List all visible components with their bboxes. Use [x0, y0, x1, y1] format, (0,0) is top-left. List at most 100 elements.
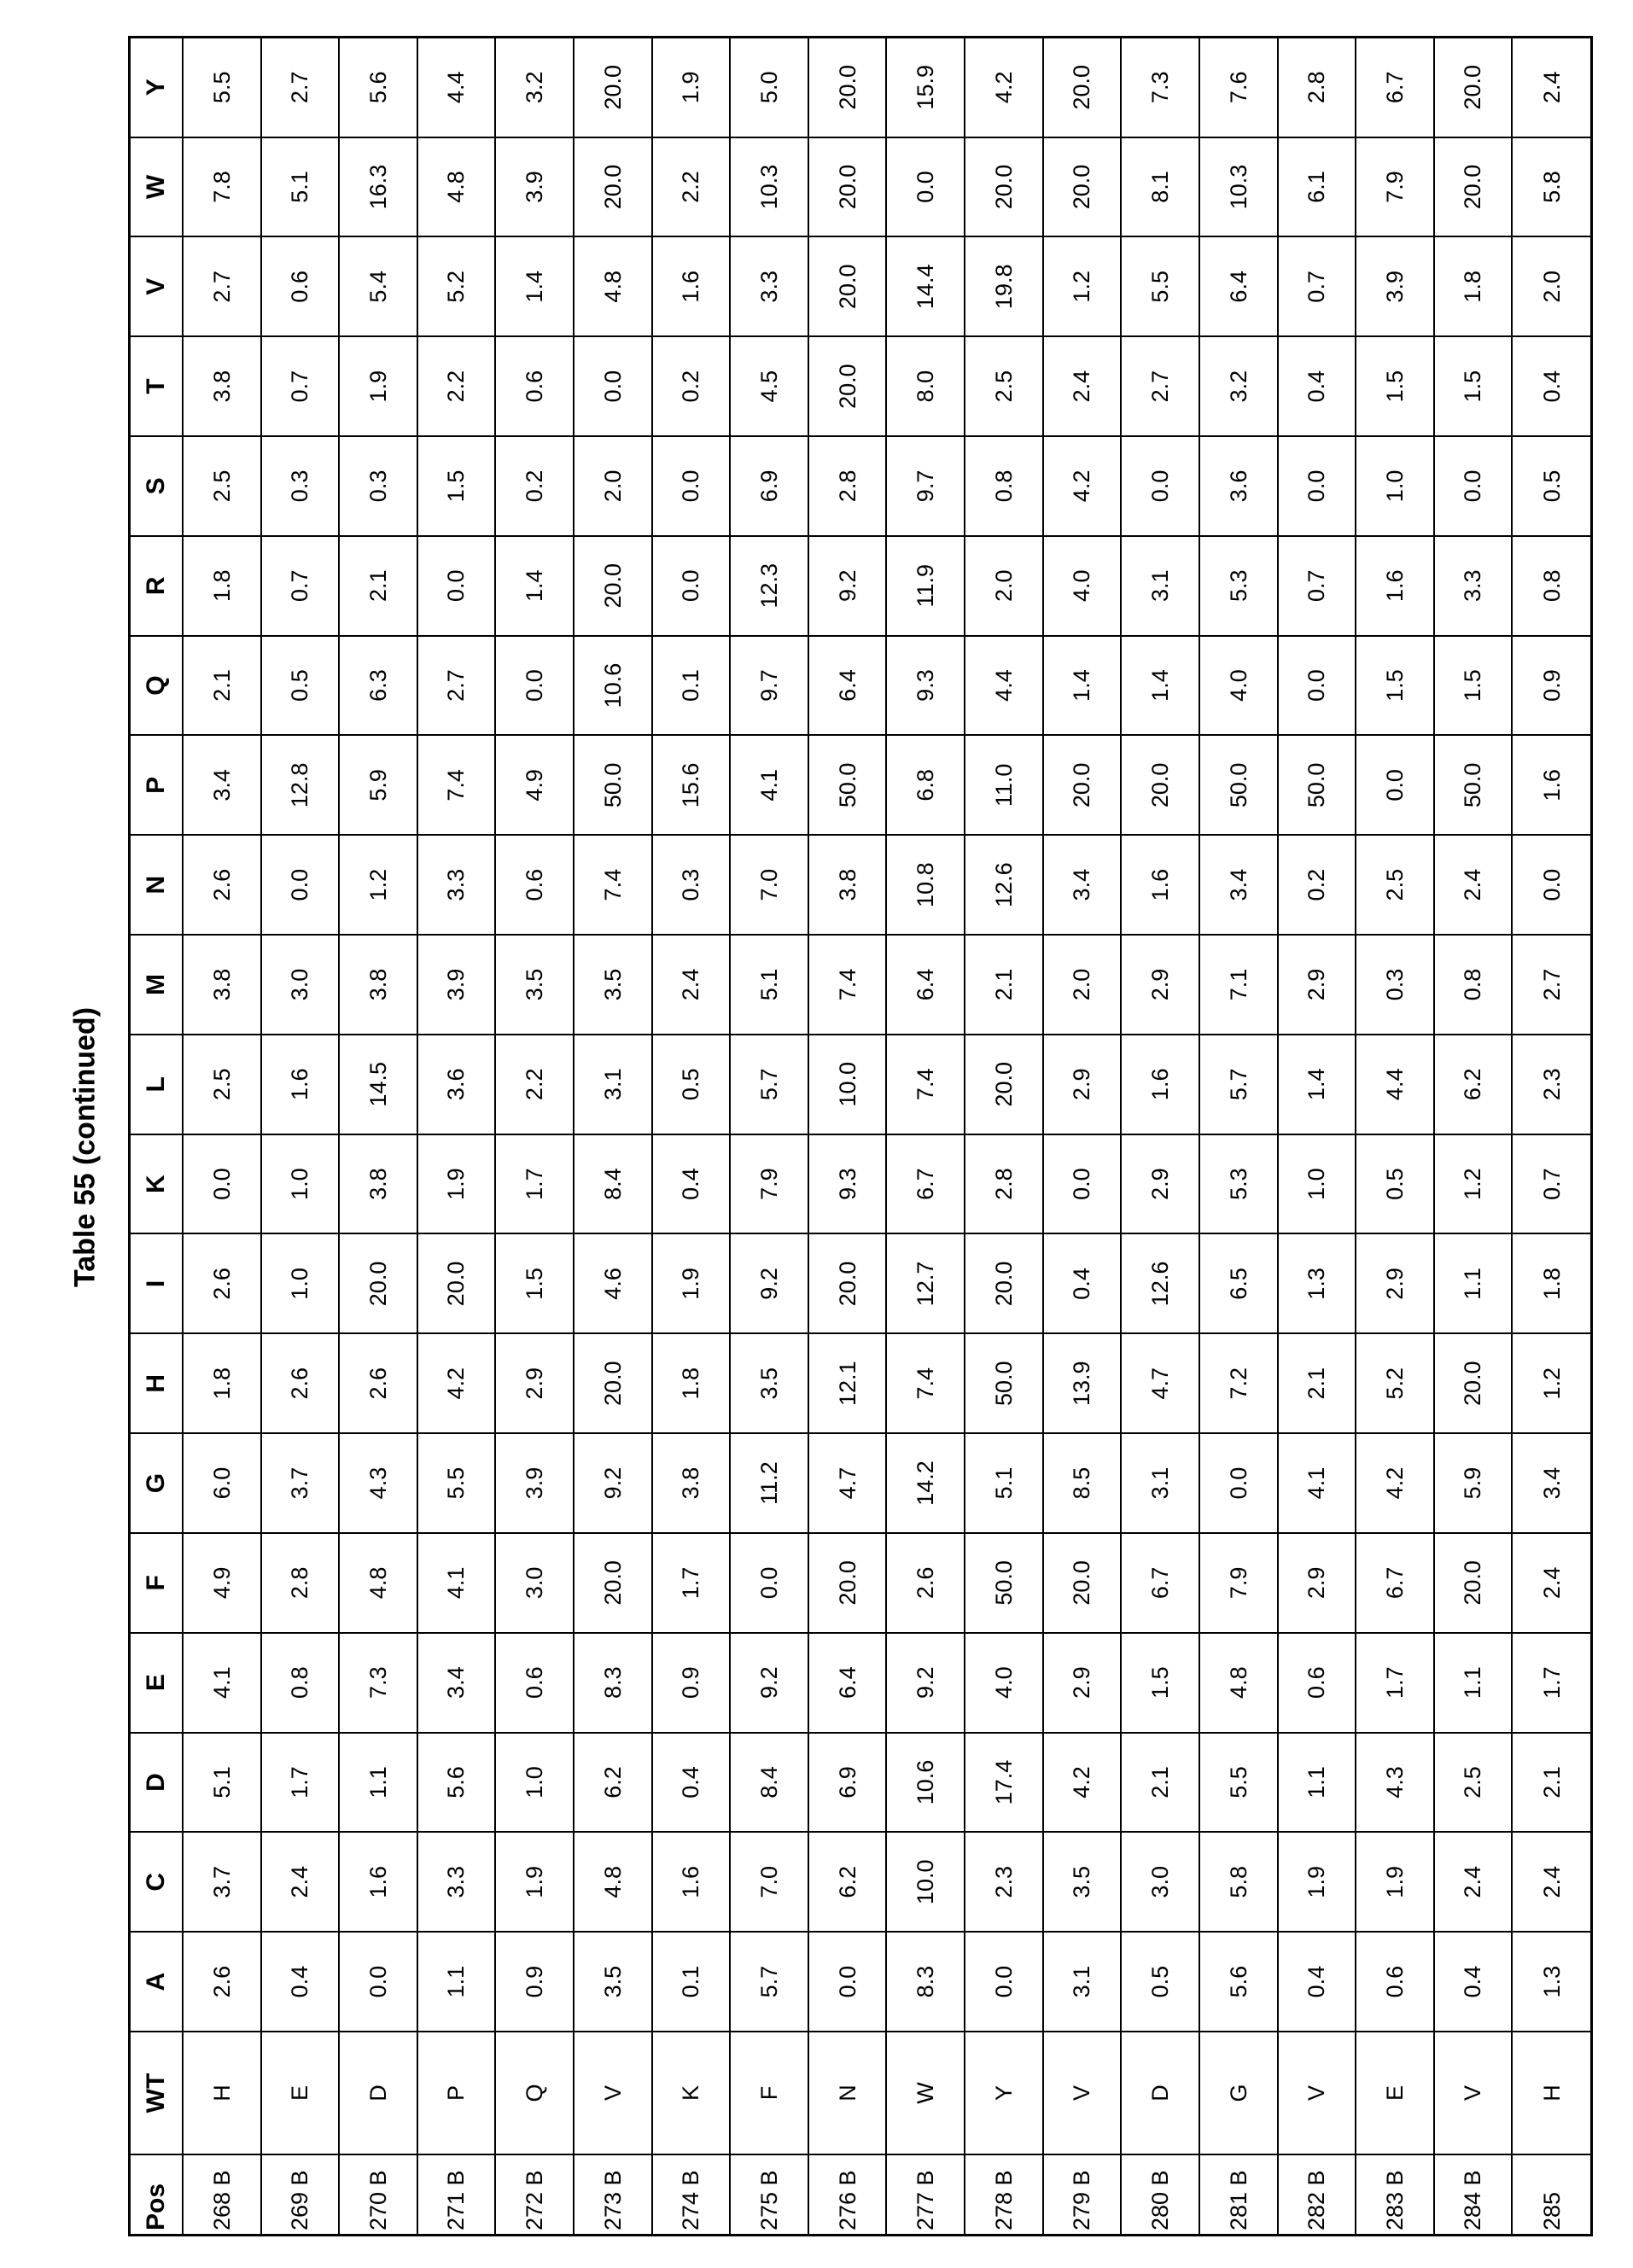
value-cell: 9.2: [808, 536, 887, 636]
value-cell: 2.5: [183, 1035, 261, 1134]
value-cell: 20.0: [808, 1234, 887, 1334]
value-cell: 1.6: [261, 1035, 340, 1134]
value-cell: 19.8: [965, 236, 1043, 336]
value-cell: 3.0: [495, 1533, 574, 1633]
value-cell: 0.5: [652, 1035, 731, 1134]
value-cell: 0.0: [261, 835, 340, 935]
value-cell: 0.4: [652, 1134, 731, 1234]
value-cell: 2.8: [261, 1533, 340, 1633]
value-cell: 7.4: [808, 935, 887, 1035]
value-cell: 0.5: [1356, 1134, 1434, 1234]
value-cell: 0.9: [652, 1633, 731, 1733]
value-cell: 0.6: [261, 236, 340, 336]
value-cell: 5.1: [730, 935, 808, 1035]
value-cell: 4.5: [730, 336, 808, 436]
value-cell: 1.0: [495, 1733, 574, 1833]
wild-type-cell: D: [1121, 2032, 1199, 2154]
value-cell: 5.3: [1199, 536, 1278, 636]
column-header: C: [130, 1832, 184, 1932]
value-cell: 6.8: [886, 735, 965, 835]
table-row: 280 BD0.53.02.11.56.73.14.712.62.91.62.9…: [1121, 38, 1199, 2236]
value-cell: 0.4: [1043, 1234, 1122, 1334]
value-cell: 5.3: [1199, 1134, 1278, 1234]
value-cell: 0.3: [652, 835, 731, 935]
value-cell: 4.2: [1043, 1733, 1122, 1833]
value-cell: 7.0: [730, 1832, 808, 1932]
value-cell: 0.0: [1278, 636, 1356, 736]
value-cell: 13.9: [1043, 1333, 1122, 1433]
value-cell: 2.2: [495, 1035, 574, 1134]
value-cell: 4.8: [1199, 1633, 1278, 1733]
value-cell: 1.4: [1121, 636, 1199, 736]
value-cell: 6.7: [1121, 1533, 1199, 1633]
value-cell: 0.4: [652, 1733, 731, 1833]
value-cell: 3.9: [495, 1433, 574, 1533]
value-cell: 20.0: [1434, 1533, 1513, 1633]
table-row: 278 BY0.02.317.44.050.05.150.020.02.820.…: [965, 38, 1043, 2236]
value-cell: 7.9: [1356, 137, 1434, 237]
value-cell: 0.0: [808, 1932, 887, 2032]
value-cell: 0.0: [1121, 436, 1199, 536]
value-cell: 4.3: [1356, 1733, 1434, 1833]
value-cell: 4.1: [730, 735, 808, 835]
value-cell: 1.6: [652, 1832, 731, 1932]
wild-type-cell: F: [730, 2032, 808, 2154]
column-header: I: [130, 1234, 184, 1334]
value-cell: 0.7: [1278, 536, 1356, 636]
value-cell: 0.3: [261, 436, 340, 536]
value-cell: 0.2: [495, 436, 574, 536]
value-cell: 2.7: [183, 236, 261, 336]
value-cell: 0.5: [1512, 436, 1591, 536]
value-cell: 2.2: [417, 336, 496, 436]
value-cell: 6.4: [808, 1633, 887, 1733]
value-cell: 10.3: [1199, 137, 1278, 237]
value-cell: 2.6: [261, 1333, 340, 1433]
value-cell: 2.6: [339, 1333, 417, 1433]
value-cell: 3.4: [1199, 835, 1278, 935]
value-cell: 1.0: [261, 1234, 340, 1334]
value-cell: 7.4: [574, 835, 652, 935]
value-cell: 2.3: [1512, 1035, 1591, 1134]
value-cell: 20.0: [808, 1533, 887, 1633]
value-cell: 6.4: [886, 935, 965, 1035]
value-cell: 0.0: [652, 536, 731, 636]
position-cell: 281 B: [1199, 2154, 1278, 2236]
value-cell: 2.1: [965, 935, 1043, 1035]
value-cell: 0.4: [1278, 336, 1356, 436]
value-cell: 1.5: [1121, 1633, 1199, 1733]
value-cell: 3.0: [1121, 1832, 1199, 1932]
position-cell: 274 B: [652, 2154, 731, 2236]
value-cell: 1.0: [1278, 1134, 1356, 1234]
value-cell: 3.5: [1043, 1832, 1122, 1932]
value-cell: 1.5: [495, 1234, 574, 1334]
table-row: 272 BQ0.91.91.00.63.03.92.91.51.72.23.50…: [495, 38, 574, 2236]
value-cell: 4.8: [339, 1533, 417, 1633]
value-cell: 20.0: [574, 137, 652, 237]
value-cell: 1.6: [1121, 1035, 1199, 1134]
value-cell: 5.6: [1199, 1932, 1278, 2032]
value-cell: 5.0: [730, 38, 808, 137]
data-table: PosWTACDEFGHIKLMNPQRSTVWY 268 BH2.63.75.…: [128, 36, 1593, 2236]
value-cell: 1.3: [1512, 1932, 1591, 2032]
value-cell: 2.4: [1512, 38, 1591, 137]
value-cell: 3.9: [1356, 236, 1434, 336]
value-cell: 20.0: [965, 1035, 1043, 1134]
value-cell: 2.9: [1043, 1633, 1122, 1733]
value-cell: 4.9: [495, 735, 574, 835]
value-cell: 0.7: [261, 536, 340, 636]
value-cell: 2.9: [1043, 1035, 1122, 1134]
value-cell: 3.1: [1121, 1433, 1199, 1533]
value-cell: 4.0: [1043, 536, 1122, 636]
value-cell: 20.0: [808, 137, 887, 237]
value-cell: 2.9: [1278, 935, 1356, 1035]
value-cell: 3.3: [730, 236, 808, 336]
value-cell: 50.0: [574, 735, 652, 835]
value-cell: 1.2: [1512, 1333, 1591, 1433]
value-cell: 0.6: [1356, 1932, 1434, 2032]
value-cell: 2.8: [1278, 38, 1356, 137]
value-cell: 0.4: [1278, 1932, 1356, 2032]
value-cell: 2.3: [965, 1832, 1043, 1932]
table-row: 284 BV0.42.42.51.120.05.920.01.11.26.20.…: [1434, 38, 1513, 2236]
position-cell: 273 B: [574, 2154, 652, 2236]
value-cell: 20.0: [808, 236, 887, 336]
